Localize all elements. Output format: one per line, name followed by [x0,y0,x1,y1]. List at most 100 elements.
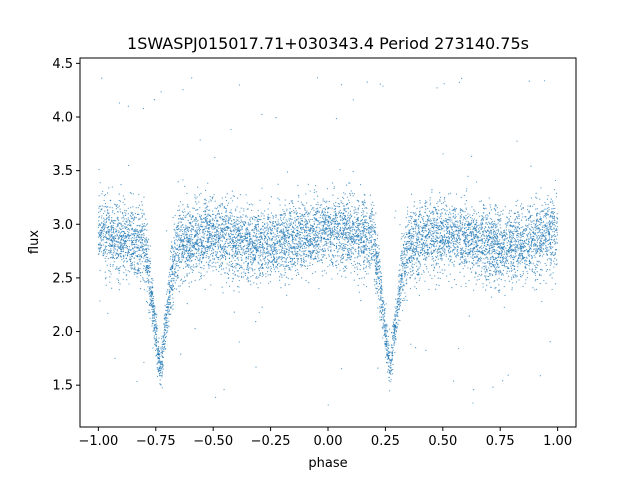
data-point [486,271,488,273]
data-point [194,259,196,261]
data-point [304,215,306,217]
data-point [391,325,394,327]
data-point [301,259,303,262]
data-point [103,220,105,222]
data-point [271,239,273,242]
data-point [287,241,290,243]
data-point [457,255,460,257]
data-point [195,209,197,211]
data-point [257,242,259,244]
data-point [439,258,442,260]
data-point [455,220,457,222]
data-point [186,273,188,275]
data-point [331,263,334,266]
data-point [170,280,172,282]
data-point [401,276,403,278]
data-point [262,267,264,269]
data-point [344,231,346,234]
data-point [379,266,381,268]
data-point [251,256,253,258]
data-point [139,231,141,233]
data-point [247,258,249,260]
data-point [253,215,255,218]
data-point [457,242,459,244]
data-point [157,371,160,373]
data-point [448,280,450,283]
data-point [476,279,478,281]
data-point [108,251,110,254]
data-point [290,263,292,265]
data-point [401,281,403,283]
data-point [347,212,350,214]
data-point [545,227,547,229]
data-point [267,260,269,262]
data-point [461,224,463,226]
data-point [323,211,325,213]
data-point [486,268,488,271]
data-point [369,225,371,227]
data-point [228,245,230,247]
data-point [316,207,319,209]
data-point [190,281,193,283]
data-point [552,211,554,213]
data-point [146,301,149,304]
data-point [363,193,365,196]
data-point [186,245,188,248]
data-point [546,247,549,249]
data-point [454,225,456,227]
data-point [523,260,526,262]
data-point [122,234,124,236]
data-point [523,251,525,253]
data-point [245,216,247,218]
data-point [190,256,192,258]
data-point [110,229,113,231]
data-point [307,229,309,232]
data-point [114,248,117,250]
data-point [250,284,252,286]
data-point [143,225,145,227]
data-point [538,236,541,239]
data-point [414,278,416,280]
data-point [294,252,296,254]
data-point [466,236,468,238]
data-point [481,248,483,250]
data-point [451,237,453,239]
data-point [397,315,399,318]
data-point [401,257,403,259]
data-point [500,260,502,262]
data-point [268,282,270,284]
data-point [102,244,104,246]
data-point [267,264,269,266]
data-point [103,253,105,255]
data-point [365,215,367,217]
data-point [338,244,340,247]
data-point [392,321,394,323]
data-point [330,241,332,243]
data-point [553,221,555,224]
data-point [432,228,435,230]
data-point [177,256,179,258]
data-point [132,239,135,242]
data-point [179,261,181,263]
data-point [280,220,283,222]
data-point [327,234,329,236]
data-point [127,249,129,251]
data-point [251,209,253,212]
data-point [552,246,554,248]
data-point [266,255,269,257]
data-point [254,256,256,259]
data-point [365,238,368,240]
data-point [343,222,346,225]
data-point [221,204,223,206]
data-point [207,209,209,211]
data-point [483,228,485,230]
data-point [131,221,133,223]
data-point [142,278,144,280]
data-point [525,248,528,251]
data-point [263,215,265,217]
data-point [168,276,170,278]
data-point [400,238,402,240]
data-point [433,269,435,271]
data-point [110,248,112,250]
data-point [389,328,391,330]
